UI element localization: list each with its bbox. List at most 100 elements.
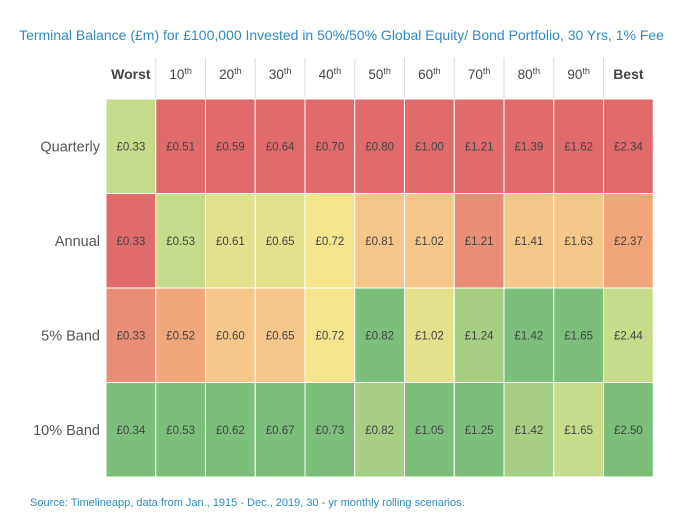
cell-value: £1.05 <box>415 425 444 437</box>
heatmap-cell <box>354 287 405 383</box>
cell-value: £1.25 <box>465 425 494 437</box>
cell-value: £0.61 <box>216 236 245 248</box>
column-header-suffix: th <box>284 66 292 76</box>
heatmap-cell <box>205 382 256 478</box>
heatmap-cell <box>354 98 405 194</box>
column-header-label: 20 <box>219 67 234 82</box>
row-header: Quarterly <box>40 139 100 155</box>
heatmap-cell <box>553 382 604 478</box>
cell-value: £0.65 <box>266 330 295 342</box>
cell-value: £1.42 <box>514 330 543 342</box>
column-header-label: 30 <box>269 67 284 82</box>
heatmap-cell <box>603 382 654 478</box>
column-header: 70th <box>468 66 491 82</box>
column-header: 80th <box>518 66 541 82</box>
heatmap-cell <box>105 287 157 383</box>
column-header: 10th <box>169 66 192 82</box>
cell-value: £0.51 <box>166 141 195 153</box>
column-header-label: Best <box>613 66 644 82</box>
cell-value: £1.62 <box>564 141 593 153</box>
cell-value: £1.21 <box>465 141 494 153</box>
heatmap-cell <box>105 382 157 478</box>
heatmap-cell <box>453 382 505 478</box>
cell-value: £0.70 <box>315 141 344 153</box>
cell-value: £0.73 <box>315 425 344 437</box>
cell-value: £0.67 <box>266 425 295 437</box>
heatmap-cell <box>304 98 356 194</box>
cell-value: £0.34 <box>116 425 145 437</box>
heatmap-cell <box>105 98 157 194</box>
column-header-suffix: th <box>334 66 342 76</box>
cell-value: £1.02 <box>415 330 444 342</box>
column-header-label: 90 <box>567 67 582 82</box>
heatmap-cell <box>155 193 206 289</box>
column-header-label: 60 <box>418 67 433 82</box>
column-header-label: 70 <box>468 67 483 82</box>
heatmap-cell <box>603 193 654 289</box>
cell-value: £0.72 <box>315 330 344 342</box>
column-header-suffix: th <box>433 66 441 76</box>
cell-value: £0.82 <box>365 330 394 342</box>
cell-value: £0.81 <box>365 236 394 248</box>
cell-value: £0.80 <box>365 141 394 153</box>
cell-value: £0.60 <box>216 330 245 342</box>
cell-value: £0.33 <box>116 330 145 342</box>
cell-value: £0.52 <box>166 330 195 342</box>
column-header-label: 40 <box>319 67 334 82</box>
cell-value: £1.24 <box>465 330 494 342</box>
row-header: Annual <box>55 234 100 250</box>
heatmap-cell <box>453 193 505 289</box>
column-header-suffix: th <box>483 66 491 76</box>
heatmap-cell <box>304 193 356 289</box>
heatmap-cell <box>453 98 505 194</box>
heatmap-cell <box>105 193 157 289</box>
cell-value: £0.59 <box>216 141 245 153</box>
heatmap-cell <box>553 98 604 194</box>
heatmap-cell <box>603 287 654 383</box>
column-header-label: 10 <box>169 67 184 82</box>
cell-value: £2.37 <box>614 236 643 248</box>
column-header: 20th <box>219 66 242 82</box>
heatmap-cell <box>404 193 455 289</box>
column-header: Worst <box>111 66 151 82</box>
cell-value: £0.62 <box>216 425 245 437</box>
cell-value: £2.44 <box>614 330 643 342</box>
column-header-label: 80 <box>518 67 533 82</box>
heatmap-cell <box>155 287 206 383</box>
column-header: 90th <box>567 66 590 82</box>
heatmap-cell <box>603 98 654 194</box>
cell-value: £1.63 <box>564 236 593 248</box>
row-header: 5% Band <box>41 328 100 344</box>
cell-value: £0.64 <box>266 141 295 153</box>
cell-value: £2.34 <box>614 141 643 153</box>
cell-value: £0.53 <box>166 236 195 248</box>
cell-value: £0.33 <box>116 236 145 248</box>
cell-value: £0.72 <box>315 236 344 248</box>
column-header-suffix: th <box>184 66 192 76</box>
cell-value: £1.21 <box>465 236 494 248</box>
cell-value: £0.53 <box>166 425 195 437</box>
column-header-suffix: th <box>533 66 541 76</box>
heatmap-cell <box>155 382 206 478</box>
heatmap-cell <box>254 382 306 478</box>
heatmap-cell <box>553 193 604 289</box>
heatmap-cell <box>205 193 256 289</box>
cell-value: £1.42 <box>514 425 543 437</box>
cell-value: £1.65 <box>564 425 593 437</box>
heatmap-cell <box>503 193 555 289</box>
column-header: 40th <box>319 66 342 82</box>
cell-value: £0.65 <box>266 236 295 248</box>
chart-title: Terminal Balance (£m) for £100,000 Inves… <box>19 27 664 43</box>
column-header: 30th <box>269 66 292 82</box>
cell-value: £1.00 <box>415 141 444 153</box>
heatmap-cell <box>254 193 306 289</box>
cell-value: £1.41 <box>514 236 543 248</box>
column-header: 50th <box>368 66 391 82</box>
heatmap-cell <box>304 287 356 383</box>
source-note: Source: Timelineapp, data from Jan., 191… <box>30 497 465 509</box>
heatmap-cell <box>354 193 405 289</box>
cell-value: £0.82 <box>365 425 394 437</box>
column-header-label: Worst <box>111 66 151 82</box>
cell-value: £2.50 <box>614 425 643 437</box>
